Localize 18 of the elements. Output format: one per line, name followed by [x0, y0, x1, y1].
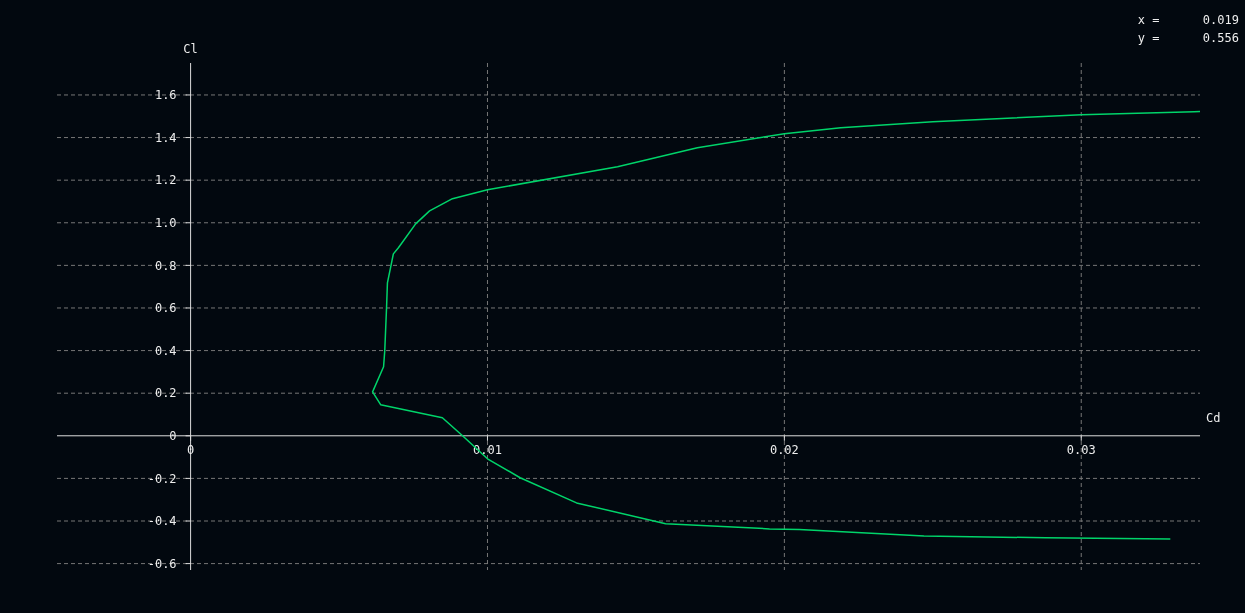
y-tick-label: -0.6	[147, 556, 177, 571]
y-tick-label: 0.8	[154, 258, 177, 273]
x-tick-label: 0.03	[1066, 442, 1096, 457]
x-tick-label: 0.02	[769, 442, 799, 457]
y-axis-title: Cl	[183, 42, 198, 56]
y-tick-label: 0.6	[154, 301, 177, 316]
y-tick-label: 1.6	[154, 88, 177, 103]
y-tick-label: 0.2	[154, 386, 177, 401]
y-tick-label: 1.4	[154, 130, 177, 145]
text: x = 0.019	[1137, 13, 1239, 27]
x-axis-title: Cd	[1206, 410, 1221, 425]
text: y = 0.556	[1137, 31, 1239, 45]
y-tick-label: 1.2	[154, 173, 177, 188]
y-tick-label: 0.4	[154, 343, 177, 358]
y-tick-label: 1.0	[154, 215, 177, 230]
y-tick-label: -0.4	[147, 514, 177, 529]
y-tick-label: -0.2	[147, 471, 177, 486]
line-series	[371, 110, 1201, 540]
